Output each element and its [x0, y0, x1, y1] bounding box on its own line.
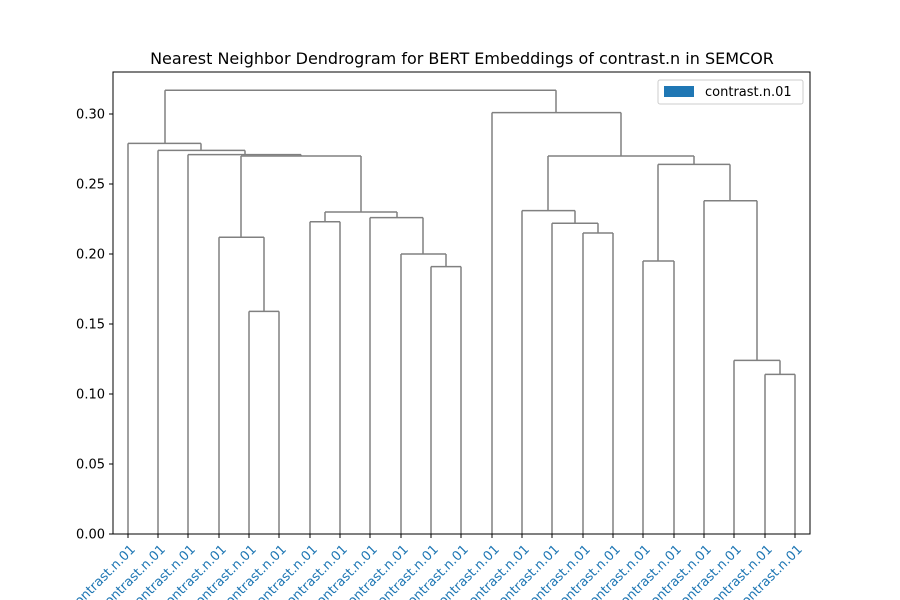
x-axis-leaf-labels: contrast.n.01contrast.n.01contrast.n.01c… — [67, 534, 806, 600]
y-tick-label: 0.05 — [76, 458, 105, 473]
chart-title: Nearest Neighbor Dendrogram for BERT Emb… — [150, 49, 774, 68]
y-axis: 0.00 0.05 0.10 0.15 0.20 0.25 0.30 — [76, 108, 113, 543]
y-tick-label: 0.30 — [76, 108, 105, 123]
y-tick-label: 0.20 — [76, 248, 105, 263]
dendrogram-links — [127, 89, 796, 534]
y-tick-label: 0.25 — [76, 178, 105, 193]
legend: contrast.n.01 — [657, 79, 804, 105]
y-tick-label: 0.00 — [76, 528, 105, 543]
y-tick-label: 0.10 — [76, 388, 105, 403]
legend-swatch — [664, 86, 694, 97]
legend-label: contrast.n.01 — [705, 85, 792, 100]
y-tick-label: 0.15 — [76, 318, 105, 333]
legend-frame — [657, 79, 804, 105]
